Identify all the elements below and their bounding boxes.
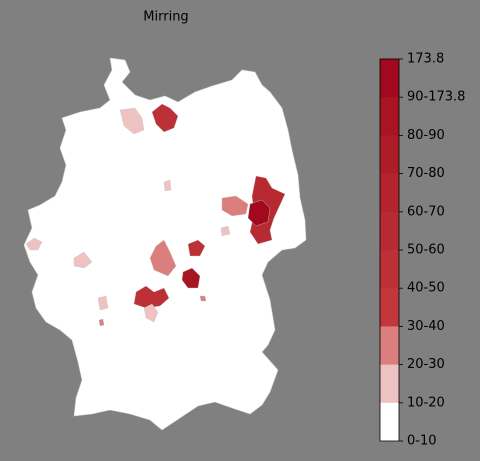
region (97, 295, 109, 311)
colorbar-label: 30-40 (407, 319, 445, 334)
region (73, 251, 93, 269)
region (25, 237, 43, 251)
map-title: Mirring (143, 10, 188, 25)
colorbar-segment (380, 211, 399, 251)
region (149, 239, 177, 277)
colorbar-label: 90-173.8 (407, 90, 465, 105)
region (220, 225, 231, 237)
region (181, 267, 201, 289)
colorbar-label: 80-90 (407, 128, 445, 143)
colorbar-label: 60-70 (407, 204, 445, 219)
region (143, 303, 159, 323)
colorbar-segment (380, 173, 399, 213)
colorbar-segment (380, 402, 399, 442)
colorbar-label: 20-30 (407, 357, 445, 372)
region (119, 107, 145, 135)
colorbar-segment (380, 97, 399, 136)
region (247, 199, 271, 227)
colorbar: 173.8 90-173.8 80-90 70-80 60-70 50-60 40-50 30… (379, 52, 465, 449)
colorbar-segment (380, 364, 399, 404)
colorbar-label: 173.8 (407, 52, 444, 67)
colorbar-label: 0-10 (407, 434, 437, 449)
colorbar-label: 50-60 (407, 243, 445, 258)
colorbar-label: 70-80 (407, 166, 445, 181)
colorbar-segment (380, 135, 399, 174)
region (221, 195, 249, 217)
region (163, 179, 172, 192)
region (133, 285, 170, 309)
region (151, 103, 179, 133)
region (199, 295, 207, 302)
region (98, 318, 105, 327)
colorbar-segment (380, 59, 399, 98)
colorbar-label: 40-50 (407, 281, 445, 296)
colorbar-label: 10-20 (407, 395, 445, 410)
colorbar-segment (380, 250, 399, 289)
germany-map (23, 57, 307, 431)
colorbar-segment (380, 288, 399, 327)
region (187, 239, 206, 257)
colorbar-segment (380, 326, 399, 365)
